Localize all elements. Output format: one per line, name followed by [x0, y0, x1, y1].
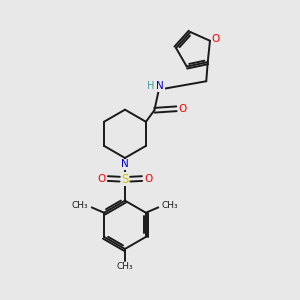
- Text: CH₃: CH₃: [117, 262, 133, 271]
- Text: CH₃: CH₃: [162, 201, 178, 210]
- Text: O: O: [212, 34, 220, 44]
- Text: O: O: [179, 104, 187, 114]
- Text: S: S: [121, 172, 129, 186]
- Text: N: N: [121, 159, 128, 170]
- Text: H: H: [147, 81, 154, 91]
- Text: O: O: [144, 174, 153, 184]
- Text: O: O: [97, 174, 106, 184]
- Text: N: N: [156, 81, 164, 91]
- Text: CH₃: CH₃: [71, 201, 88, 210]
